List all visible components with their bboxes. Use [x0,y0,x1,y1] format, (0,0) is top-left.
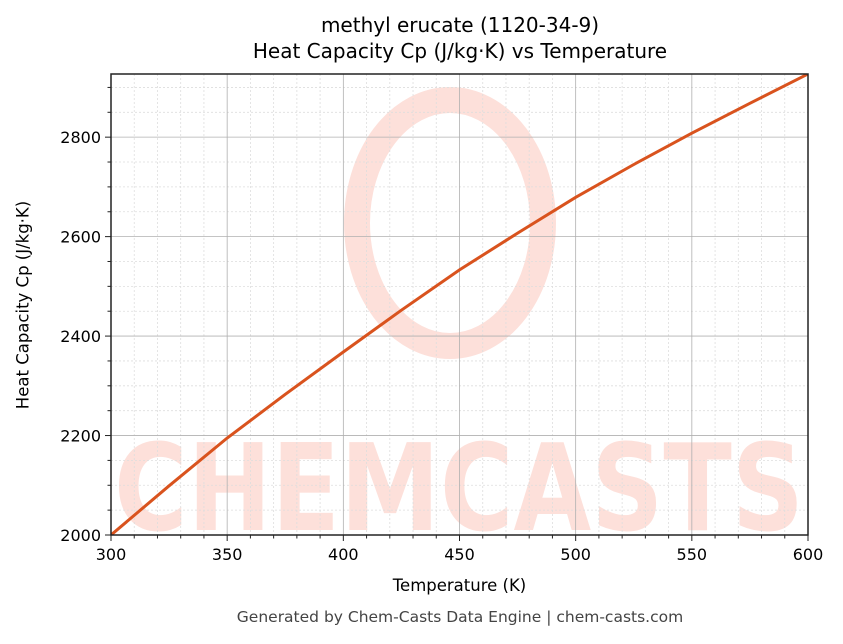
x-tick-label: 450 [444,545,475,564]
chart-title-line2: Heat Capacity Cp (J/kg·K) vs Temperature [252,39,668,63]
x-tick-label: 500 [560,545,591,564]
watermark-text: CHEMCASTS [114,420,804,559]
y-tick-label: 2800 [60,128,101,147]
footer-credit: Generated by Chem-Casts Data Engine | ch… [236,608,684,626]
y-tick-label: 2400 [60,327,101,346]
y-tick-label: 2000 [60,526,101,545]
y-axis-label: Heat Capacity Cp (J/kg·K) [13,200,33,410]
y-tick-label: 2600 [60,228,101,247]
x-tick-label: 300 [96,545,127,564]
watermark-swirl-icon [344,87,556,359]
chart-title-line1: methyl erucate (1120-34-9) [320,13,600,37]
x-tick-label: 550 [677,545,708,564]
x-tick-label: 350 [212,545,243,564]
watermark: CHEMCASTS [114,87,804,559]
cp-line [111,74,808,535]
grid [110,74,809,536]
x-tick-label: 400 [328,545,359,564]
y-tick-label: 2200 [60,427,101,446]
x-axis-label: Temperature (K) [392,576,527,595]
axes: 300 350 400 450 500 550 600 2000 2200 2400 2600 280… [60,86,824,564]
x-tick-label: 600 [793,545,824,564]
